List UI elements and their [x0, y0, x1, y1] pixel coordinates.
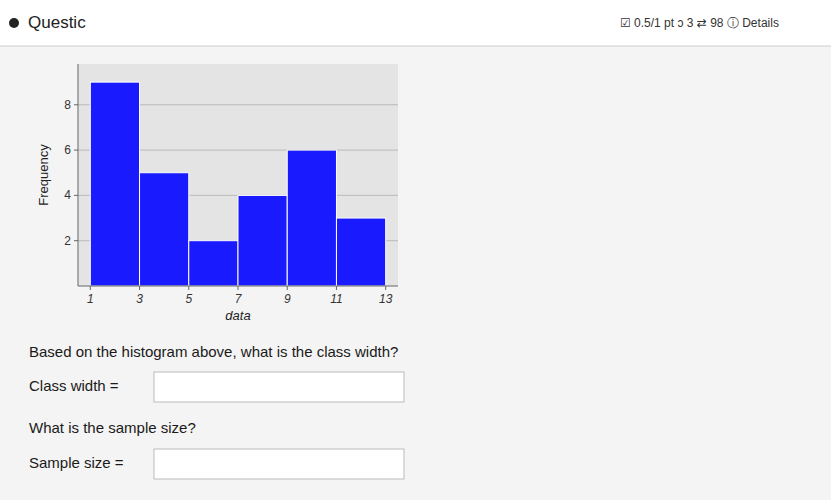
y-tick-label: 8: [64, 98, 71, 112]
y-tick-label: 4: [64, 188, 71, 202]
x-axis-label: data: [225, 308, 250, 323]
bar: [238, 195, 287, 286]
background: [0, 0, 831, 500]
header-info: ☑ 0.5/1 pt ɔ 3 ⇄ 98 ⓘ Details: [620, 16, 779, 30]
bar: [90, 82, 139, 286]
y-axis-line: [78, 64, 79, 286]
header-border: [0, 46, 831, 47]
x-tick: [238, 286, 239, 290]
x-tick: [188, 286, 189, 290]
x-tick-label: 5: [185, 292, 192, 306]
sample-size-box: [154, 449, 404, 479]
x-tick-label: 11: [330, 292, 342, 306]
y-tick: [74, 240, 78, 241]
y-tick-label: 6: [64, 143, 71, 157]
bar: [189, 241, 238, 286]
y-tick: [74, 195, 78, 196]
y-tick-label: 2: [64, 234, 71, 248]
header-bar: [0, 0, 831, 46]
x-tick: [139, 286, 140, 290]
x-tick: [287, 286, 288, 290]
header-text: Questic: [28, 13, 86, 32]
sample-size-question: What is the sample size?: [29, 419, 196, 436]
bar: [140, 173, 189, 286]
plot-area: [78, 64, 398, 286]
y-axis-label: Frequency: [36, 144, 51, 206]
x-tick: [90, 286, 91, 290]
x-tick-label: 1: [87, 292, 94, 306]
question-text: Based on the histogram above, what is th…: [29, 343, 398, 360]
class-width-box: [154, 372, 404, 402]
class-width-label: Class width =: [29, 377, 119, 394]
header-bullet: [9, 18, 19, 28]
x-tick-label: 3: [136, 292, 143, 306]
x-tick: [385, 286, 386, 290]
x-tick-label: 9: [284, 292, 291, 306]
chart: Questic ☑ 0.5/1 pt ɔ 3 ⇄ 98 ⓘ Details 2 4 6 8…: [0, 0, 831, 500]
bars: [90, 82, 385, 286]
x-tick: [336, 286, 337, 290]
bar: [336, 218, 385, 286]
sample-size-label: Sample size =: [29, 454, 124, 471]
y-tick: [74, 104, 78, 105]
x-tick-label: 7: [235, 292, 243, 306]
y-tick: [74, 150, 78, 151]
x-tick-label: 13: [379, 292, 393, 306]
bar: [287, 150, 336, 286]
